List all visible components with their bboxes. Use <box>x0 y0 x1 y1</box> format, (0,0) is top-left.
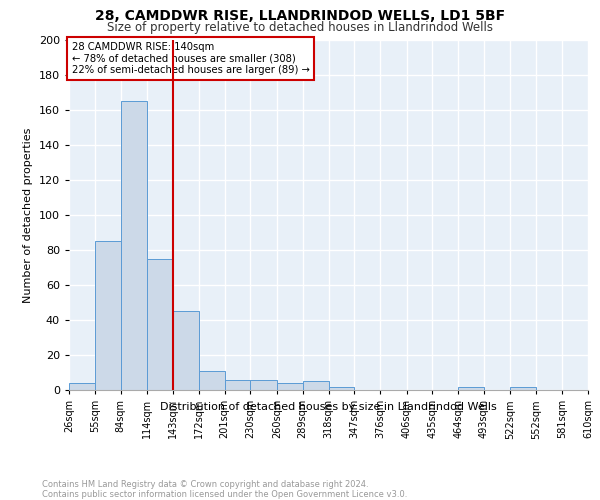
Bar <box>510 386 536 390</box>
Text: 28, CAMDDWR RISE, LLANDRINDOD WELLS, LD1 5BF: 28, CAMDDWR RISE, LLANDRINDOD WELLS, LD1… <box>95 9 505 23</box>
Text: Contains HM Land Registry data © Crown copyright and database right 2024.
Contai: Contains HM Land Registry data © Crown c… <box>42 480 407 499</box>
Bar <box>277 383 303 390</box>
Bar <box>458 386 484 390</box>
Text: 28 CAMDDWR RISE: 140sqm
← 78% of detached houses are smaller (308)
22% of semi-d: 28 CAMDDWR RISE: 140sqm ← 78% of detache… <box>71 42 310 75</box>
Y-axis label: Number of detached properties: Number of detached properties <box>23 128 33 302</box>
Bar <box>121 102 147 390</box>
Text: Distribution of detached houses by size in Llandrindod Wells: Distribution of detached houses by size … <box>160 402 497 412</box>
Bar <box>329 386 354 390</box>
Bar <box>95 242 121 390</box>
Bar <box>147 259 173 390</box>
Bar <box>224 380 250 390</box>
Bar <box>303 381 329 390</box>
Bar <box>250 380 277 390</box>
Bar <box>173 311 199 390</box>
Text: Size of property relative to detached houses in Llandrindod Wells: Size of property relative to detached ho… <box>107 22 493 35</box>
Bar <box>199 371 224 390</box>
Bar <box>69 383 95 390</box>
